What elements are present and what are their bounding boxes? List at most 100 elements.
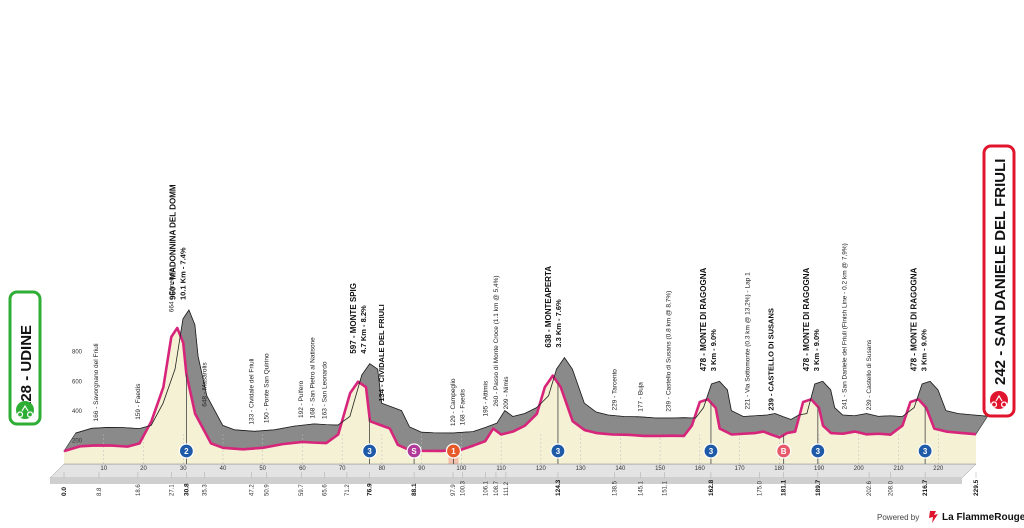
climb-name: 597 - MONTE SPIG: [349, 283, 358, 354]
km-label: 65.6: [323, 484, 329, 496]
marker-circle: [361, 443, 378, 459]
x-tick-label: 210: [894, 466, 905, 472]
x-tick-label: 10: [100, 466, 107, 472]
km-label: 47.2: [250, 484, 256, 496]
x-tick-label: 90: [418, 466, 425, 472]
place-label: 168 - San Pietro al Natisone: [309, 337, 316, 419]
x-tick-label: 120: [536, 466, 547, 472]
place-label: 163 - San Leonardo: [322, 361, 329, 419]
km-label: 50.9: [264, 484, 270, 496]
marker-circle: [445, 443, 462, 459]
km-label: 175.0: [757, 480, 763, 496]
km-label: 97.9: [451, 484, 457, 496]
place-label: 192 - Pulfero: [298, 380, 305, 418]
x-tick-label: 170: [735, 466, 746, 472]
km-label: 216.7: [922, 479, 929, 496]
route-line: [63, 326, 977, 453]
km-label: 229.5: [973, 479, 980, 496]
marker-label: S: [411, 447, 417, 456]
x-tick-label: 140: [615, 466, 626, 472]
ridge-line: [75, 309, 988, 434]
marker-label: 1: [451, 447, 456, 456]
place-label: 129 - Campeglio: [450, 378, 457, 426]
km-label: 151.1: [662, 480, 668, 496]
marker-label: 3: [556, 447, 561, 456]
chart-base: [49, 463, 977, 484]
y-tick-label: 600: [72, 379, 83, 385]
place-label: 260 - Passo di Monte Croce (1.1 km @ 5,4…: [493, 275, 500, 406]
bold-place-label: 134 - CIVIDALE DEL FRIULI: [377, 304, 386, 401]
y-tick-label: 800: [72, 350, 83, 356]
x-tick-label: 30: [180, 466, 187, 472]
marker-label: 3: [709, 447, 714, 456]
x-tick-label: 60: [299, 466, 306, 472]
place-label: 664 - Canebola: [169, 267, 176, 312]
place-label: 168 - Faedis: [460, 388, 467, 425]
x-tick-label: 70: [339, 466, 346, 472]
base-slab: [49, 463, 977, 479]
x-tick-label: 50: [259, 466, 266, 472]
label-layer: 166 - Savorgnano del Friuli 159 - Faedis 6…: [93, 184, 929, 426]
axis-layer: 10 20 30 40 50 60 70 80 90 100 110 120 130 140 150 160 1…: [61, 463, 980, 496]
finish-label: 242 - SAN DANIELE DEL FRIULI: [992, 159, 1009, 385]
x-tick-label: 100: [456, 466, 467, 472]
start-badge: 128 - UDINE: [8, 290, 42, 426]
marker-circle: [917, 443, 933, 459]
finish-cyclist-icon: [990, 391, 1008, 409]
climb-stats: 10.1 Km - 7.4%: [178, 247, 187, 300]
km-label: 30.8: [183, 483, 190, 496]
place-label: 150 - Ponte San Quirino: [263, 353, 270, 423]
km-label: 138.5: [612, 480, 618, 496]
marker-label: 3: [816, 447, 821, 456]
km-label: 111.2: [504, 481, 510, 496]
km-label: 124.3: [555, 479, 562, 496]
y-tick-label: 400: [72, 409, 83, 415]
place-label: 166 - Savorgnano del Friuli: [93, 343, 100, 421]
km-label: 100.3: [461, 480, 467, 496]
marker-label: 3: [367, 447, 372, 456]
powered-by-text: Powered by: [877, 513, 919, 522]
place-label: 241 - San Daniele del Friuli (Finish Lin…: [841, 243, 848, 409]
x-tick-label: 200: [854, 466, 865, 472]
place-label: 177 - Buja: [638, 382, 645, 412]
brand-text: La FlammeRouge: [942, 512, 1024, 523]
place-label: 159 - Faedis: [135, 383, 142, 420]
place-label: 239 - Castello di Susans: [866, 339, 873, 410]
marker-circle: [810, 443, 826, 459]
place-label: 229 - Tarcento: [611, 369, 618, 411]
marker-circle: [703, 443, 719, 459]
x-tick-label: 150: [655, 466, 666, 472]
place-label: 221 - Via Sottomonte (0.3 km @ 13,2%) - …: [745, 272, 752, 410]
y-tick-label: 200: [72, 438, 83, 444]
marker-circle: [550, 443, 566, 459]
climb-stats: 3 Km - 9.0%: [709, 329, 718, 371]
km-label: 76.9: [367, 483, 374, 496]
climb-name: 960 - MADONNINA DEL DOMM: [168, 184, 177, 300]
climb-name: 478 - MONTE DI RAGOGNA: [699, 268, 708, 372]
profile-front-face: [64, 328, 976, 464]
marker-label: 2: [184, 447, 189, 456]
start-label: 128 - UDINE: [18, 325, 35, 410]
climb-stats: 3 Km - 9.0%: [812, 329, 821, 371]
km-label: 202.6: [867, 480, 873, 496]
x-tick-label: 130: [576, 466, 587, 472]
x-tick-label: 160: [695, 466, 706, 472]
marker-layer: 2 3 S 1 3 3 B 3 3: [178, 374, 933, 464]
km-label: 189.7: [815, 479, 822, 496]
place-label: 133 - Cividale del Friuli: [249, 359, 256, 425]
x-tick-label: 40: [220, 466, 227, 472]
climb-name: 638 - MONTEAPERTA: [544, 266, 553, 348]
bold-place-label: 239 - CASTELLO DI SUSANS: [766, 308, 775, 411]
marker-circle: [178, 443, 194, 459]
climb-stats: 4.7 Km - 8.2%: [359, 305, 368, 354]
place-label: 195 - Attimis: [483, 380, 490, 417]
climb-stats: 3 Km - 9.0%: [919, 329, 928, 371]
km-label: 71.2: [345, 484, 351, 496]
x-tick-label: 180: [774, 466, 785, 472]
x-tick-label: 220: [933, 466, 944, 472]
km-label: 162.8: [708, 479, 715, 496]
marker-circle: [406, 443, 422, 459]
km-label: 18.6: [136, 484, 142, 496]
climb-stats: 3.3 Km - 7.6%: [554, 299, 563, 348]
km-label: 145.1: [639, 480, 645, 496]
